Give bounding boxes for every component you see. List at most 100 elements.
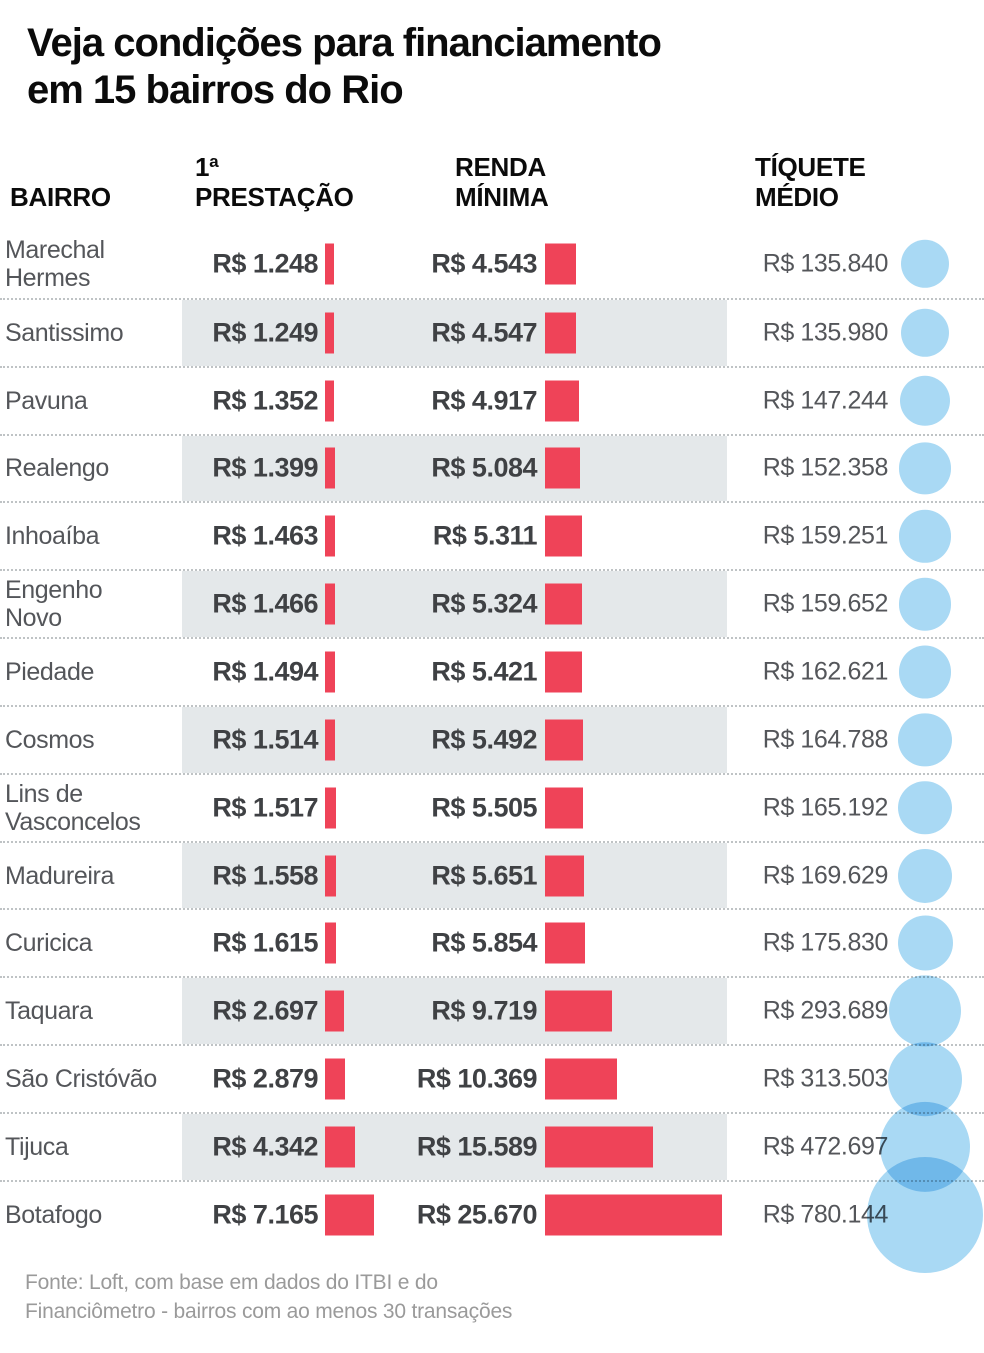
tiquete-value: R$ 147.244 — [762, 386, 889, 415]
title-line-2: em 15 bairros do Rio — [27, 68, 404, 112]
tiquete-value: R$ 159.251 — [762, 521, 889, 550]
table-row: Realengo R$ 1.399 R$ 5.084 R$ 152.358 — [0, 433, 984, 502]
tiquete-bubble — [898, 645, 952, 699]
bairro-name: Curicica — [5, 929, 93, 958]
prestacao-value: R$ 1.615 — [212, 927, 318, 958]
tiquete-value: R$ 169.629 — [762, 861, 889, 890]
renda-bar — [545, 1126, 653, 1168]
prestacao-value: R$ 1.514 — [212, 724, 318, 755]
table-row: Taquara R$ 2.697 R$ 9.719 R$ 293.689 — [0, 975, 984, 1047]
renda-bar — [545, 855, 584, 897]
prestacao-bar — [325, 447, 335, 489]
prestacao-value: R$ 1.249 — [212, 317, 318, 348]
renda-value: R$ 10.369 — [416, 1063, 538, 1094]
prestacao-bar — [325, 243, 334, 285]
renda-value: R$ 4.543 — [431, 248, 537, 279]
table-header: BAIRRO 1ª PRESTAÇÃO RENDA MÍNIMA TÍQUETE MÉ… — [0, 142, 984, 212]
table-row: Curicica R$ 1.615 R$ 5.854 R$ 175.830 — [0, 908, 984, 976]
renda-bar — [545, 312, 577, 354]
prestacao-value: R$ 2.879 — [212, 1063, 318, 1094]
table-row: São Cristóvão R$ 2.879 R$ 10.369 R$ 313.503 — [0, 1042, 984, 1116]
tiquete-value: R$ 162.621 — [762, 657, 889, 686]
tiquete-value: R$ 152.358 — [762, 453, 889, 482]
title-line-1: Veja condições para financiamento — [27, 21, 662, 65]
renda-bar — [545, 1058, 617, 1100]
tiquete-bubble — [897, 915, 953, 971]
table-row: Botafogo R$ 7.165 R$ 25.670 R$ 780.144 — [0, 1156, 984, 1273]
row-highlight-band — [182, 978, 727, 1045]
renda-bar — [545, 719, 583, 761]
renda-value: R$ 5.324 — [431, 588, 537, 619]
prestacao-bar — [325, 1058, 345, 1100]
bairro-name: Lins de Vasconcelos — [5, 779, 141, 836]
bairro-name: São Cristóvão — [5, 1065, 157, 1094]
renda-value: R$ 9.719 — [431, 995, 537, 1026]
prestacao-value: R$ 4.342 — [212, 1131, 318, 1162]
tiquete-value: R$ 780.144 — [762, 1200, 889, 1229]
renda-value: R$ 15.589 — [416, 1131, 538, 1162]
tiquete-bubble — [899, 442, 951, 495]
prestacao-value: R$ 1.399 — [212, 452, 318, 483]
source-note: Fonte: Loft, com base em dados do ITBI e… — [25, 1268, 984, 1326]
prestacao-bar — [325, 990, 344, 1032]
column-header-bairro: BAIRRO — [10, 182, 111, 212]
column-header-renda-minima: RENDA MÍNIMA — [455, 152, 549, 212]
table-row: Inhoaíba R$ 1.463 R$ 5.311 R$ 159.251 — [0, 501, 984, 569]
prestacao-value: R$ 1.466 — [212, 588, 318, 619]
renda-value: R$ 5.311 — [432, 520, 538, 551]
tiquete-bubble — [898, 780, 952, 835]
bairro-name: Tijuca — [5, 1132, 69, 1161]
row-highlight-band — [182, 299, 727, 366]
bairro-name: Engenho Novo — [5, 576, 103, 633]
table-row: Pavuna R$ 1.352 R$ 4.917 R$ 147.244 — [0, 365, 984, 434]
tiquete-bubble — [867, 1156, 983, 1273]
prestacao-bar — [325, 1194, 375, 1236]
row-highlight-band — [182, 706, 727, 773]
table-row: Cosmos R$ 1.514 R$ 5.492 R$ 164.788 — [0, 704, 984, 773]
renda-value: R$ 5.421 — [431, 656, 537, 687]
renda-bar — [545, 1194, 722, 1236]
tiquete-bubble — [900, 239, 950, 289]
prestacao-bar — [325, 312, 334, 354]
prestacao-bar — [325, 651, 336, 693]
renda-value: R$ 5.854 — [431, 927, 537, 958]
bairro-name: Piedade — [5, 657, 94, 686]
table-row: Madureira R$ 1.558 R$ 5.651 R$ 169.629 — [0, 840, 984, 909]
prestacao-bar — [325, 515, 336, 557]
table-row: Engenho Novo R$ 1.466 R$ 5.324 R$ 159.652 — [0, 569, 984, 638]
tiquete-bubble — [900, 308, 950, 357]
bairro-name: Botafogo — [5, 1200, 102, 1229]
prestacao-bar — [325, 855, 336, 897]
bairro-name: Santissimo — [5, 318, 124, 347]
renda-bar — [545, 583, 582, 625]
tiquete-bubble — [898, 848, 953, 903]
renda-bar — [545, 922, 586, 964]
renda-value: R$ 5.084 — [431, 452, 537, 483]
prestacao-bar — [325, 787, 336, 829]
tiquete-value: R$ 165.192 — [762, 793, 889, 822]
row-highlight-band — [182, 842, 727, 909]
prestacao-bar — [325, 1126, 355, 1168]
prestacao-bar — [325, 583, 336, 625]
renda-bar — [545, 651, 583, 693]
source-line-1: Fonte: Loft, com base em dados do ITBI e… — [25, 1270, 438, 1294]
tiquete-bubble — [898, 510, 952, 563]
column-header-prestacao: 1ª PRESTAÇÃO — [195, 152, 354, 212]
infographic-page: Veja condições para financiamento em 15 b… — [0, 20, 984, 1353]
renda-bar — [545, 447, 581, 489]
table-row: Tijuca R$ 4.342 R$ 15.589 R$ 472.697 — [0, 1101, 984, 1193]
column-header-tiquete-medio: TÍQUETE MÉDIO — [755, 152, 866, 212]
tiquete-bubble — [898, 713, 952, 767]
table-row: Marechal Hermes R$ 1.248 R$ 4.543 R$ 135.84… — [0, 230, 984, 298]
tiquete-value: R$ 135.840 — [762, 249, 889, 278]
tiquete-bubble — [899, 375, 951, 426]
prestacao-value: R$ 1.517 — [212, 792, 318, 823]
tiquete-value: R$ 164.788 — [762, 725, 889, 754]
prestacao-value: R$ 1.463 — [212, 520, 318, 551]
prestacao-value: R$ 7.165 — [212, 1199, 318, 1230]
renda-bar — [545, 515, 582, 557]
renda-value: R$ 5.492 — [431, 724, 537, 755]
table-row: Santissimo R$ 1.249 R$ 4.547 R$ 135.980 — [0, 297, 984, 366]
tiquete-value: R$ 175.830 — [762, 928, 889, 957]
tiquete-bubble — [898, 577, 952, 631]
